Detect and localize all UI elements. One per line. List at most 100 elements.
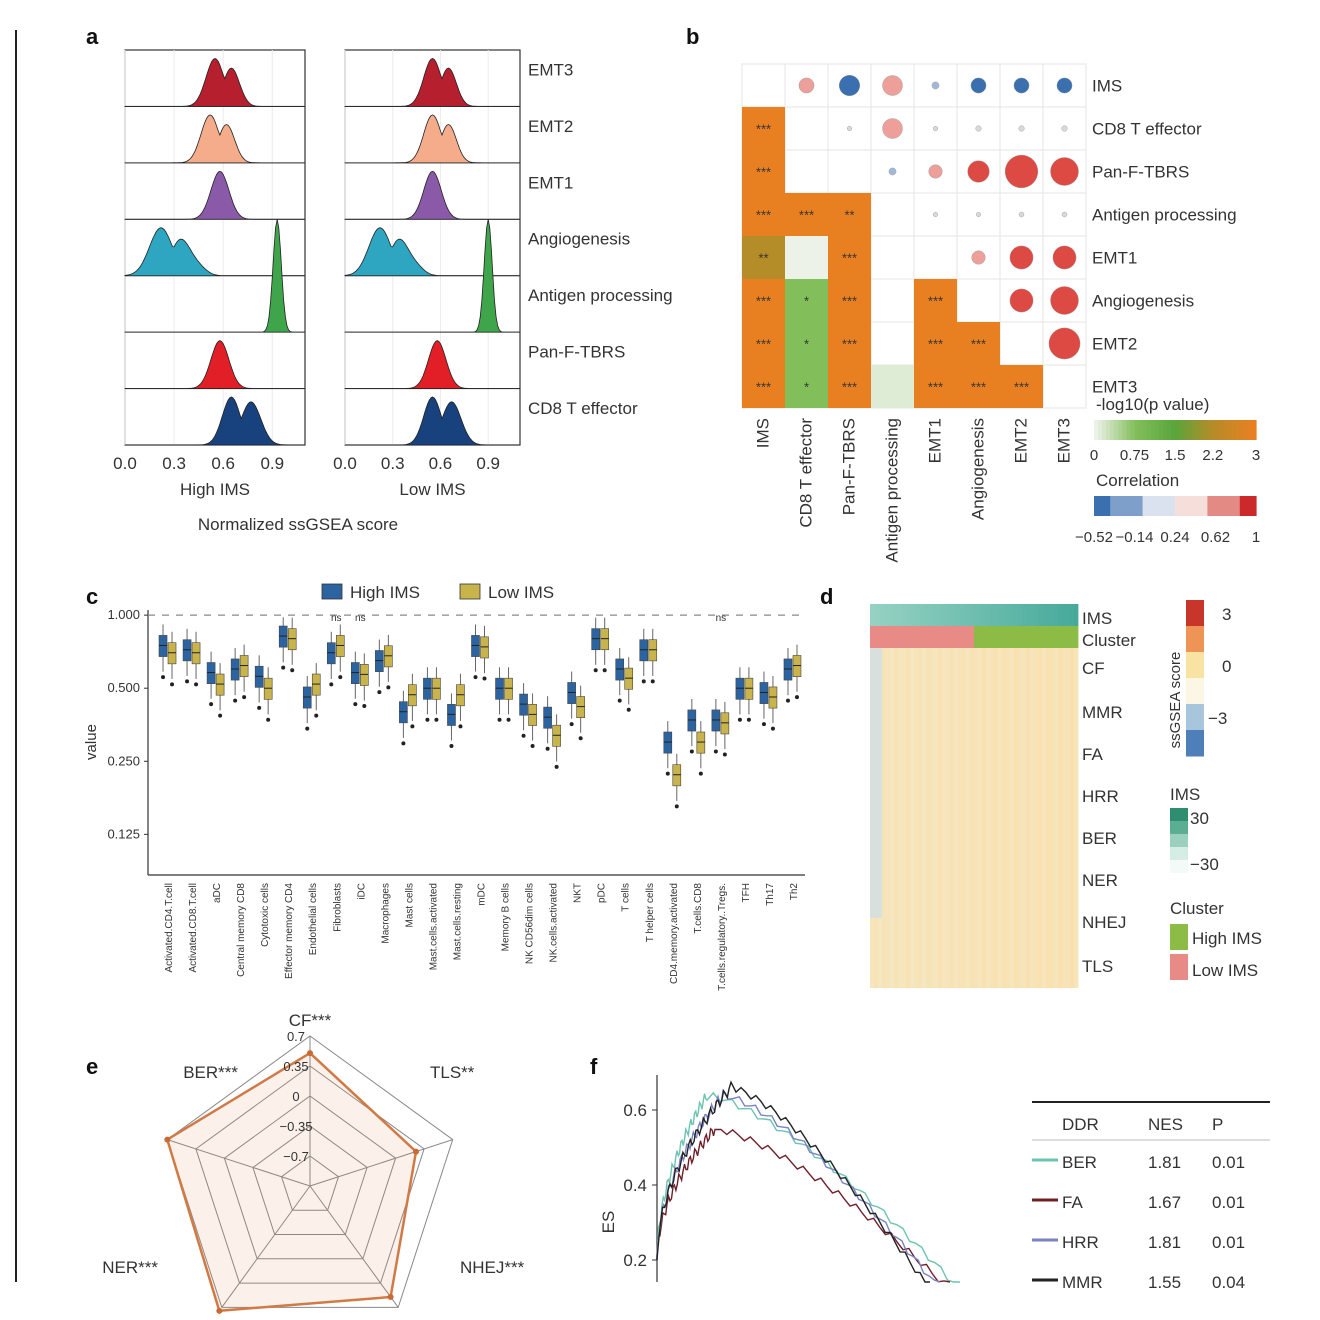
legend-corr-swatch bbox=[1207, 496, 1213, 516]
ims-bar-cell bbox=[930, 604, 935, 626]
box-outlier bbox=[185, 679, 190, 684]
corr-dot bbox=[976, 211, 982, 217]
ims-legend-swatch bbox=[1170, 860, 1188, 873]
box-outlier bbox=[722, 752, 727, 757]
ims-legend-title: IMS bbox=[1170, 785, 1200, 804]
radar-spoke bbox=[167, 1139, 311, 1187]
x-tick-label: 0.9 bbox=[476, 454, 500, 473]
cluster-bar-cell bbox=[1002, 626, 1007, 648]
ims-bar-cell bbox=[1054, 604, 1059, 626]
cluster-bar-cell bbox=[1054, 626, 1059, 648]
box-outlier bbox=[266, 717, 271, 722]
box-outlier bbox=[425, 717, 430, 722]
heatmap-column bbox=[886, 648, 891, 988]
column-label: CD8 T effector bbox=[797, 418, 816, 528]
score-legend-swatch bbox=[1186, 600, 1204, 607]
ims-bar-cell bbox=[986, 604, 991, 626]
table-header: P bbox=[1212, 1115, 1223, 1134]
radar-axis-label: NER*** bbox=[102, 1258, 158, 1277]
cluster-bar-cell bbox=[870, 626, 875, 648]
legend-p-swatch bbox=[1247, 420, 1253, 440]
cluster-bar-cell bbox=[922, 626, 927, 648]
box-high bbox=[423, 677, 432, 700]
legend-corr-tick: −0.52 bbox=[1075, 529, 1113, 546]
legend-p-swatch bbox=[1122, 420, 1127, 440]
ims-bar-cell bbox=[898, 604, 903, 626]
ims-bar-cell bbox=[990, 604, 995, 626]
box-high bbox=[351, 662, 360, 684]
cluster-bar-cell bbox=[1042, 626, 1047, 648]
box-outlier bbox=[698, 771, 703, 776]
ridge-pan-f-tbrs bbox=[124, 340, 306, 389]
cluster-bar-cell bbox=[962, 626, 967, 648]
radar-point bbox=[412, 1148, 419, 1155]
box-low bbox=[600, 628, 609, 651]
legend-corr-swatch bbox=[1239, 496, 1245, 516]
corr-dot bbox=[1048, 327, 1081, 360]
ims-bar-cell bbox=[1014, 604, 1019, 626]
heatmap-column bbox=[966, 648, 971, 988]
x-tick-label: Th17 bbox=[765, 883, 776, 906]
x-tick-label: pDC bbox=[597, 883, 608, 903]
ims-bar-cell bbox=[1018, 604, 1023, 626]
legend-corr-swatch bbox=[1118, 496, 1123, 516]
cluster-bar-cell bbox=[1066, 626, 1071, 648]
corr-dot bbox=[1056, 77, 1073, 94]
ims-bar-cell bbox=[890, 604, 895, 626]
score-legend-swatch bbox=[1186, 645, 1204, 653]
box-outlier bbox=[545, 746, 550, 751]
radar-point bbox=[216, 1307, 223, 1314]
table-cell: BER bbox=[1062, 1153, 1097, 1172]
x-tick-label: T helper cells bbox=[645, 883, 656, 942]
score-legend-swatch bbox=[1186, 736, 1204, 744]
ns-annotation: ns bbox=[716, 613, 727, 624]
cluster-bar-cell bbox=[950, 626, 955, 648]
corr-dot bbox=[933, 125, 939, 131]
legend-corr-swatch bbox=[1146, 496, 1152, 516]
legend-corr-swatch bbox=[1154, 496, 1160, 516]
table-cell: 1.55 bbox=[1148, 1273, 1181, 1292]
ims-bar-cell bbox=[938, 604, 943, 626]
box-outlier bbox=[386, 685, 391, 690]
p-cell bbox=[957, 322, 1000, 365]
cluster-bar-cell bbox=[1058, 626, 1063, 648]
p-cell-stars: *** bbox=[842, 251, 857, 266]
ims-legend-tick: 30 bbox=[1190, 809, 1209, 828]
box-low bbox=[191, 642, 201, 665]
column-label: EMT2 bbox=[1012, 418, 1031, 463]
cluster-bar-cell bbox=[954, 626, 959, 648]
legend-p-swatch bbox=[1187, 420, 1192, 440]
corr-dot bbox=[798, 77, 815, 94]
ims-bar-cell bbox=[1042, 604, 1047, 626]
heatmap-column bbox=[1042, 648, 1047, 988]
box-high bbox=[471, 635, 480, 657]
heatmap-column bbox=[1046, 648, 1051, 988]
x-tick-label: iDC bbox=[356, 883, 367, 900]
x-tick-label: Activated.CD4.T.cell bbox=[164, 883, 175, 972]
box-high bbox=[302, 686, 312, 709]
heatmap-column bbox=[938, 648, 943, 988]
table-cell: MMR bbox=[1062, 1273, 1103, 1292]
box-high bbox=[447, 704, 456, 726]
box-high bbox=[158, 635, 168, 657]
box-low bbox=[408, 684, 417, 707]
legend-corr-swatch bbox=[1142, 496, 1148, 516]
y-axis-title: ES bbox=[599, 1211, 618, 1234]
box-low bbox=[311, 673, 321, 696]
column-label: IMS bbox=[754, 418, 773, 448]
ims-bar-cell bbox=[1050, 604, 1055, 626]
box-high bbox=[663, 731, 673, 754]
legend-label: Low IMS bbox=[488, 583, 554, 602]
heatmap-column bbox=[1066, 648, 1071, 988]
legend-p-swatch bbox=[1227, 420, 1233, 440]
cluster-bar-cell bbox=[1034, 626, 1039, 648]
corr-dot bbox=[839, 74, 861, 96]
box-outlier bbox=[209, 702, 214, 707]
radar-axis-label: BER*** bbox=[183, 1063, 238, 1082]
p-cell-stars: *** bbox=[756, 380, 771, 395]
legend-corr-swatch bbox=[1179, 496, 1184, 516]
radar-point bbox=[307, 1050, 313, 1057]
heatmap-column bbox=[922, 648, 927, 988]
corr-dot bbox=[931, 81, 940, 90]
p-cell-stars: *** bbox=[928, 337, 943, 352]
